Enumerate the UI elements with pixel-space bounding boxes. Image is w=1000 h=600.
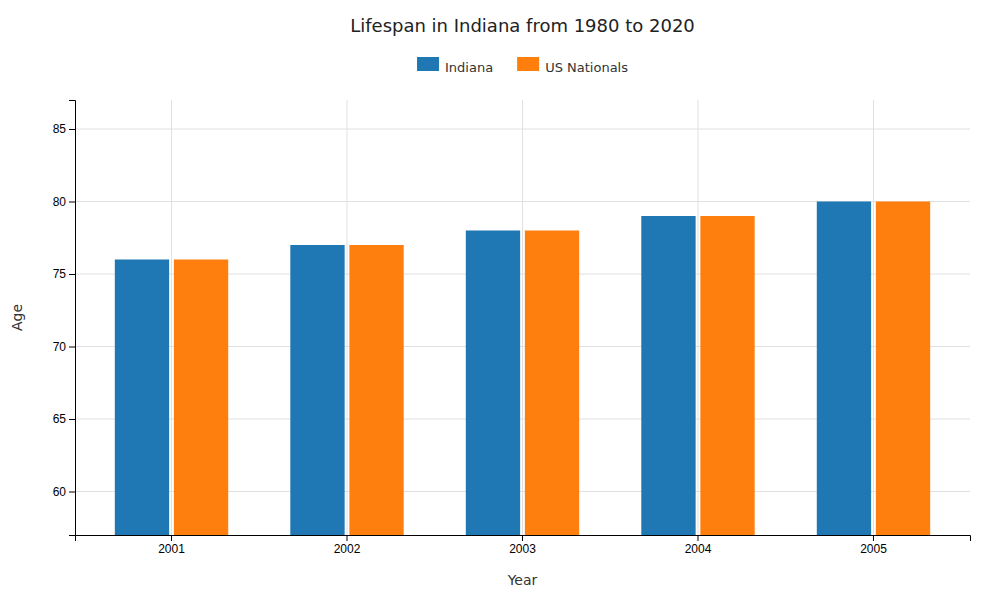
- x-tick-mark: [873, 535, 874, 541]
- y-axis-title: Age: [9, 304, 25, 331]
- bar: [290, 245, 344, 535]
- x-tick-label: 2005: [860, 542, 887, 556]
- legend-label: US Nationals: [545, 60, 628, 75]
- x-tick-label: 2004: [685, 542, 712, 556]
- y-tick: 65: [53, 412, 75, 426]
- grid-line-x: [522, 100, 523, 535]
- bar: [817, 202, 871, 536]
- x-tick: 2001: [158, 535, 185, 556]
- x-axis-title: Year: [507, 572, 538, 588]
- y-tick-label: 60: [53, 485, 67, 499]
- y-tick-mark: [69, 347, 75, 348]
- y-tick-label: 85: [53, 122, 67, 136]
- x-tick-label: 2001: [158, 542, 185, 556]
- bar: [641, 216, 695, 535]
- legend-swatch: [417, 57, 439, 71]
- y-tick: 80: [53, 195, 75, 209]
- x-tick: 2003: [509, 535, 536, 556]
- plot: 2001 2002 2003 2004 2005 60 65 70 75 80 85: [53, 100, 971, 556]
- grid-line-x: [873, 100, 874, 535]
- x-tick-mark: [522, 535, 523, 541]
- x-tick: 2005: [860, 535, 887, 556]
- bar: [174, 260, 228, 536]
- bar: [115, 260, 169, 536]
- y-axis: 60 65 70 75 80 85: [53, 101, 76, 536]
- grid-line-x: [171, 100, 172, 535]
- legend-item: Indiana: [417, 57, 493, 75]
- y-tick-mark: [69, 129, 75, 130]
- bar: [349, 245, 403, 535]
- legend-swatch: [517, 57, 539, 71]
- x-tick-label: 2003: [509, 542, 536, 556]
- x-tick-mark: [347, 535, 348, 541]
- title: Lifespan in Indiana from 1980 to 2020: [350, 15, 695, 36]
- bars: [115, 202, 930, 536]
- x-tick-label: 2002: [334, 542, 361, 556]
- y-axis-line: [69, 101, 76, 536]
- y-tick-mark: [69, 419, 75, 420]
- x-axis: 2001 2002 2003 2004 2005: [76, 535, 971, 556]
- y-tick-label: 70: [53, 340, 67, 354]
- y-tick: 75: [53, 267, 75, 281]
- y-tick: 85: [53, 122, 75, 136]
- legend: Indiana US Nationals: [417, 57, 628, 75]
- x-tick-mark: [697, 535, 698, 541]
- x-tick-mark: [171, 535, 172, 541]
- y-tick-mark: [69, 202, 75, 203]
- bar: [525, 231, 579, 536]
- legend-label: Indiana: [445, 60, 493, 75]
- bar: [876, 202, 930, 536]
- chart: 2001 2002 2003 2004 2005 60 65 70 75 80 85 Year Age L…: [0, 0, 1000, 600]
- legend-item: US Nationals: [517, 57, 628, 75]
- grid: [75, 100, 970, 535]
- grid-line-x: [347, 100, 348, 535]
- y-tick-mark: [69, 492, 75, 493]
- x-tick: 2004: [685, 535, 712, 556]
- y-tick-mark: [69, 274, 75, 275]
- y-tick-label: 80: [53, 195, 67, 209]
- y-tick-label: 65: [53, 412, 67, 426]
- bar: [700, 216, 754, 535]
- y-tick: 70: [53, 340, 75, 354]
- bar-series: [115, 202, 871, 536]
- bar-series: [174, 202, 930, 536]
- x-axis-line: [76, 536, 971, 542]
- x-tick: 2002: [334, 535, 361, 556]
- bar: [466, 231, 520, 536]
- y-tick-label: 75: [53, 267, 67, 281]
- y-tick: 60: [53, 485, 75, 499]
- grid-line-x: [697, 100, 698, 535]
